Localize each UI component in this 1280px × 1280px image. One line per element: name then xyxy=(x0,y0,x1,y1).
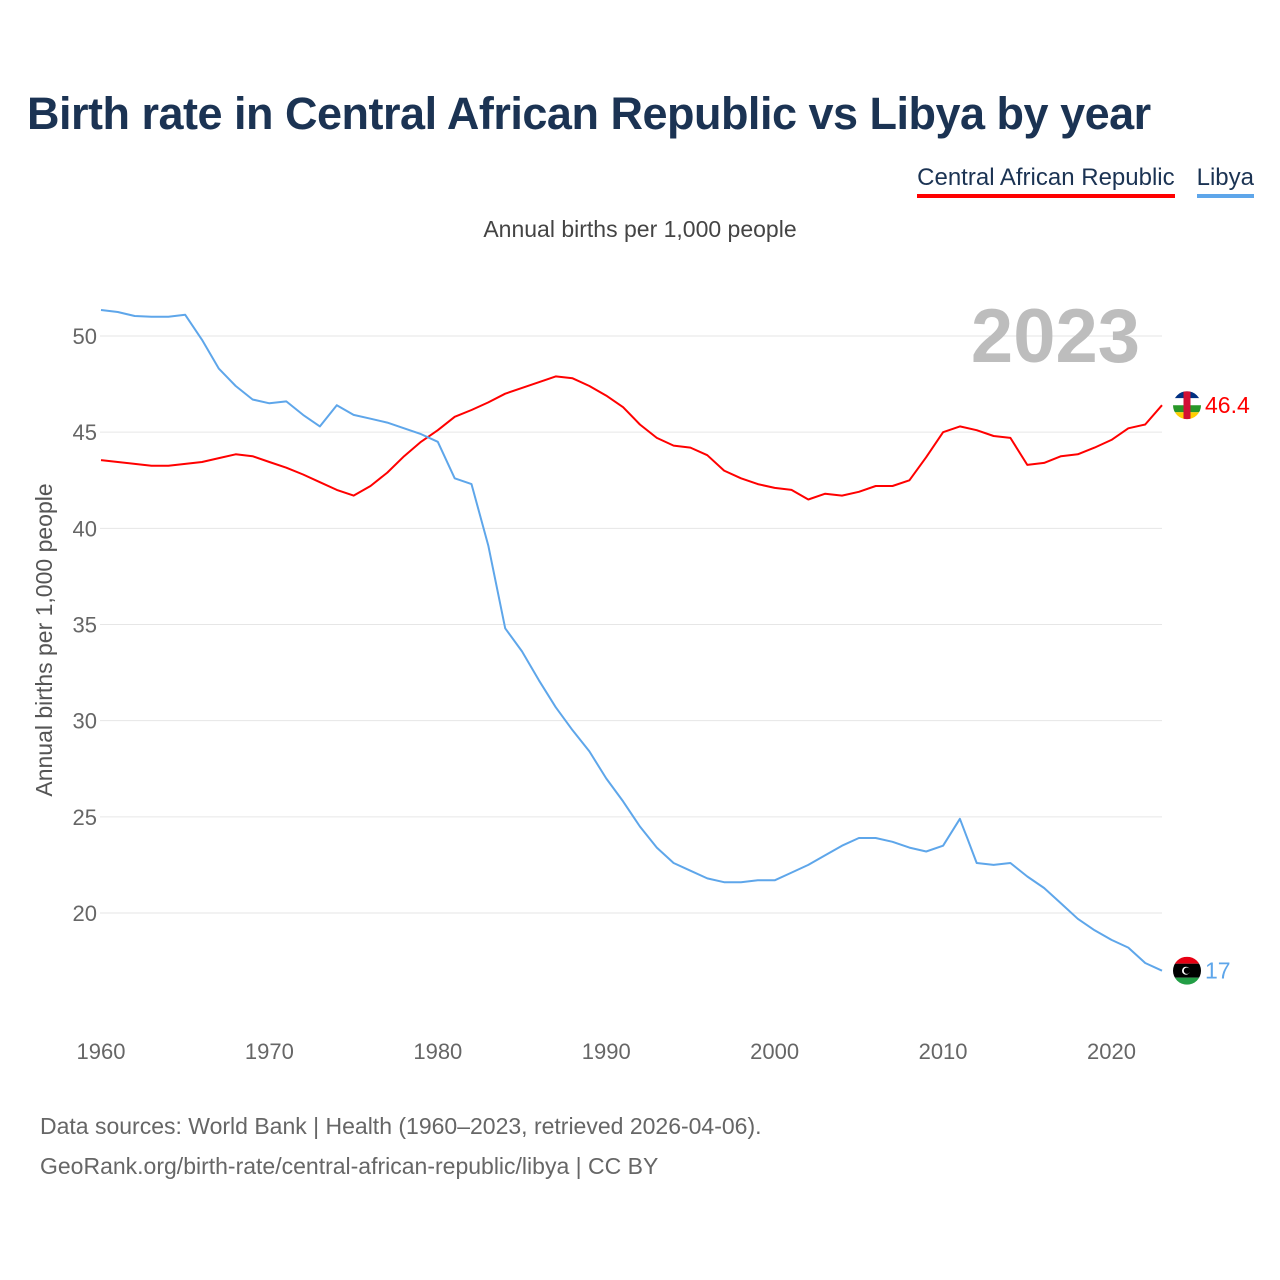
source-url[interactable]: GeoRank.org/birth-rate/central-african-r… xyxy=(40,1153,659,1179)
y-tick-label: 45 xyxy=(73,420,97,445)
legend-item-central-african-republic[interactable]: Central African Republic xyxy=(917,164,1175,198)
flag-icon-central-african-republic xyxy=(1173,391,1201,420)
y-tick-label: 50 xyxy=(73,324,97,349)
x-tick-label: 1990 xyxy=(582,1039,631,1064)
y-axis-label: Annual births per 1,000 people xyxy=(31,483,57,796)
chart-subtitle: Annual births per 1,000 people xyxy=(483,216,797,242)
x-tick-label: 1960 xyxy=(77,1039,126,1064)
y-tick-label: 30 xyxy=(73,709,97,734)
end-value-label-libya: 17 xyxy=(1205,958,1231,984)
y-tick-label: 20 xyxy=(73,901,97,926)
series-line-central-african-republic xyxy=(100,375,1163,501)
x-tick-label: 2000 xyxy=(750,1039,799,1064)
x-tick-label: 1980 xyxy=(413,1039,462,1064)
flag-icon-libya xyxy=(1173,956,1201,985)
y-tick-label: 35 xyxy=(73,613,97,638)
legend-item-libya[interactable]: Libya xyxy=(1196,164,1254,198)
x-tick-label: 2020 xyxy=(1087,1039,1136,1064)
legend: Central African Republic Libya xyxy=(917,164,1254,198)
y-tick-label: 40 xyxy=(73,516,97,541)
data-source: Data sources: World Bank | Health (1960–… xyxy=(40,1113,762,1139)
series-line-libya xyxy=(100,309,1163,972)
chart-title: Birth rate in Central African Republic v… xyxy=(27,88,1151,139)
x-tick-label: 1970 xyxy=(245,1039,294,1064)
end-value-label-central-african-republic: 46.4 xyxy=(1205,392,1250,418)
x-tick-label: 2010 xyxy=(919,1039,968,1064)
footer: Data sources: World Bank | Health (1960–… xyxy=(40,1106,762,1186)
y-tick-label: 25 xyxy=(73,805,97,830)
year-label: 2023 xyxy=(971,294,1140,379)
